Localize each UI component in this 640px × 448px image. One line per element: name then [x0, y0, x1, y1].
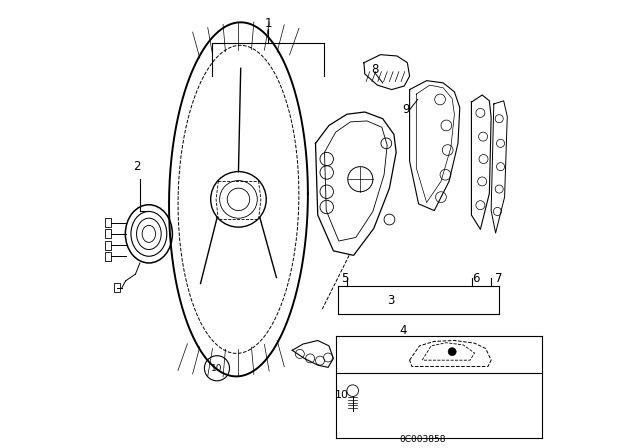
Text: 5: 5 [341, 272, 348, 285]
Bar [105, 241, 111, 250]
Circle shape [448, 348, 456, 356]
Text: 6: 6 [472, 272, 479, 285]
Text: 10: 10 [211, 364, 223, 373]
Bar [105, 252, 111, 261]
Bar [114, 283, 120, 292]
Text: 4: 4 [399, 324, 406, 337]
Bar [105, 218, 111, 227]
Text: 2: 2 [134, 160, 141, 173]
Text: 8: 8 [371, 63, 378, 76]
Text: 1: 1 [265, 17, 272, 30]
Text: 0C003858: 0C003858 [399, 435, 445, 444]
Text: 7: 7 [495, 272, 502, 285]
Bar [105, 229, 111, 238]
Text: 3: 3 [387, 293, 394, 307]
Text: 10: 10 [335, 390, 349, 400]
Text: 9: 9 [403, 103, 410, 116]
